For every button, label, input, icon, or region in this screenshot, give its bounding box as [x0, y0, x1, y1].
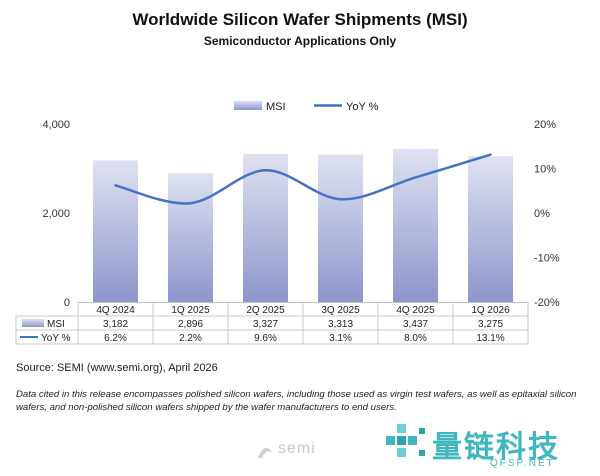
chart-subtitle: Semiconductor Applications Only [203, 34, 397, 48]
category-label: 3Q 2025 [321, 305, 360, 316]
row-msi-label: MSI [47, 319, 65, 330]
watermark-english: QFSP.NET [490, 458, 555, 469]
watermark-mark-icon [386, 424, 425, 457]
bar-msi [168, 173, 213, 302]
msi-value-label: 3,327 [253, 319, 278, 330]
right-tick-label: -10% [534, 253, 560, 265]
footnote-text: Data cited in this release encompasses p… [16, 389, 577, 413]
category-label: 1Q 2025 [171, 305, 210, 316]
msi-value-label: 3,275 [478, 319, 503, 330]
axes: 0 2,000 4,000 -20% -10% 0% 10% 20% [42, 119, 559, 309]
bar-msi [243, 153, 288, 302]
semi-logo-icon [258, 448, 272, 458]
left-tick-label: 2,000 [42, 208, 70, 220]
msi-value-label: 3,437 [403, 319, 428, 330]
left-tick-label: 0 [64, 297, 70, 309]
source-text: Source: SEMI (www.semi.org), April 2026 [16, 362, 218, 374]
bar-msi [393, 149, 438, 302]
yoy-value-label: 8.0% [404, 333, 427, 344]
bars [78, 149, 528, 303]
semi-logo-text: semi [278, 440, 316, 457]
data-table: 4Q 2024 1Q 2025 2Q 2025 3Q 2025 4Q 2025 1Q 20… [15, 302, 529, 345]
yoy-value-label: 6.2% [104, 333, 127, 344]
yoy-line [114, 153, 492, 205]
right-tick-label: 20% [534, 119, 556, 131]
bar-msi [468, 156, 513, 302]
right-tick-label: 0% [534, 208, 550, 220]
chart-title: Worldwide Silicon Wafer Shipments (MSI) [132, 10, 468, 29]
chart-canvas: MSI YoY % 0 2,000 4,000 -20% -10% 0% 10% 20% 4Q … [15, 101, 560, 345]
yoy-value-label: 2.2% [179, 333, 202, 344]
row-yoy-label: YoY % [41, 333, 71, 344]
yoy-line-path [114, 153, 492, 205]
legend-msi-label: MSI [266, 101, 286, 113]
left-tick-label: 4,000 [42, 119, 70, 131]
right-tick-label: 10% [534, 164, 556, 176]
legend-msi-swatch [234, 101, 262, 110]
legend-yoy-label: YoY % [346, 101, 379, 113]
right-tick-label: -20% [534, 297, 560, 309]
yoy-value-label: 13.1% [476, 333, 504, 344]
category-label: 4Q 2025 [396, 305, 435, 316]
watermark-chinese: 量链科技 [432, 430, 560, 465]
row-msi-swatch [22, 319, 44, 327]
bar-msi [318, 154, 363, 302]
legend: MSI YoY % [234, 101, 379, 113]
msi-value-label: 3,182 [103, 319, 128, 330]
category-label: 1Q 2026 [471, 305, 510, 316]
category-label: 2Q 2025 [246, 305, 285, 316]
yoy-value-label: 9.6% [254, 333, 277, 344]
bar-msi [93, 160, 138, 302]
yoy-value-label: 3.1% [329, 333, 352, 344]
category-label: 4Q 2024 [96, 305, 135, 316]
msi-value-label: 2,896 [178, 319, 203, 330]
msi-value-label: 3,313 [328, 319, 353, 330]
